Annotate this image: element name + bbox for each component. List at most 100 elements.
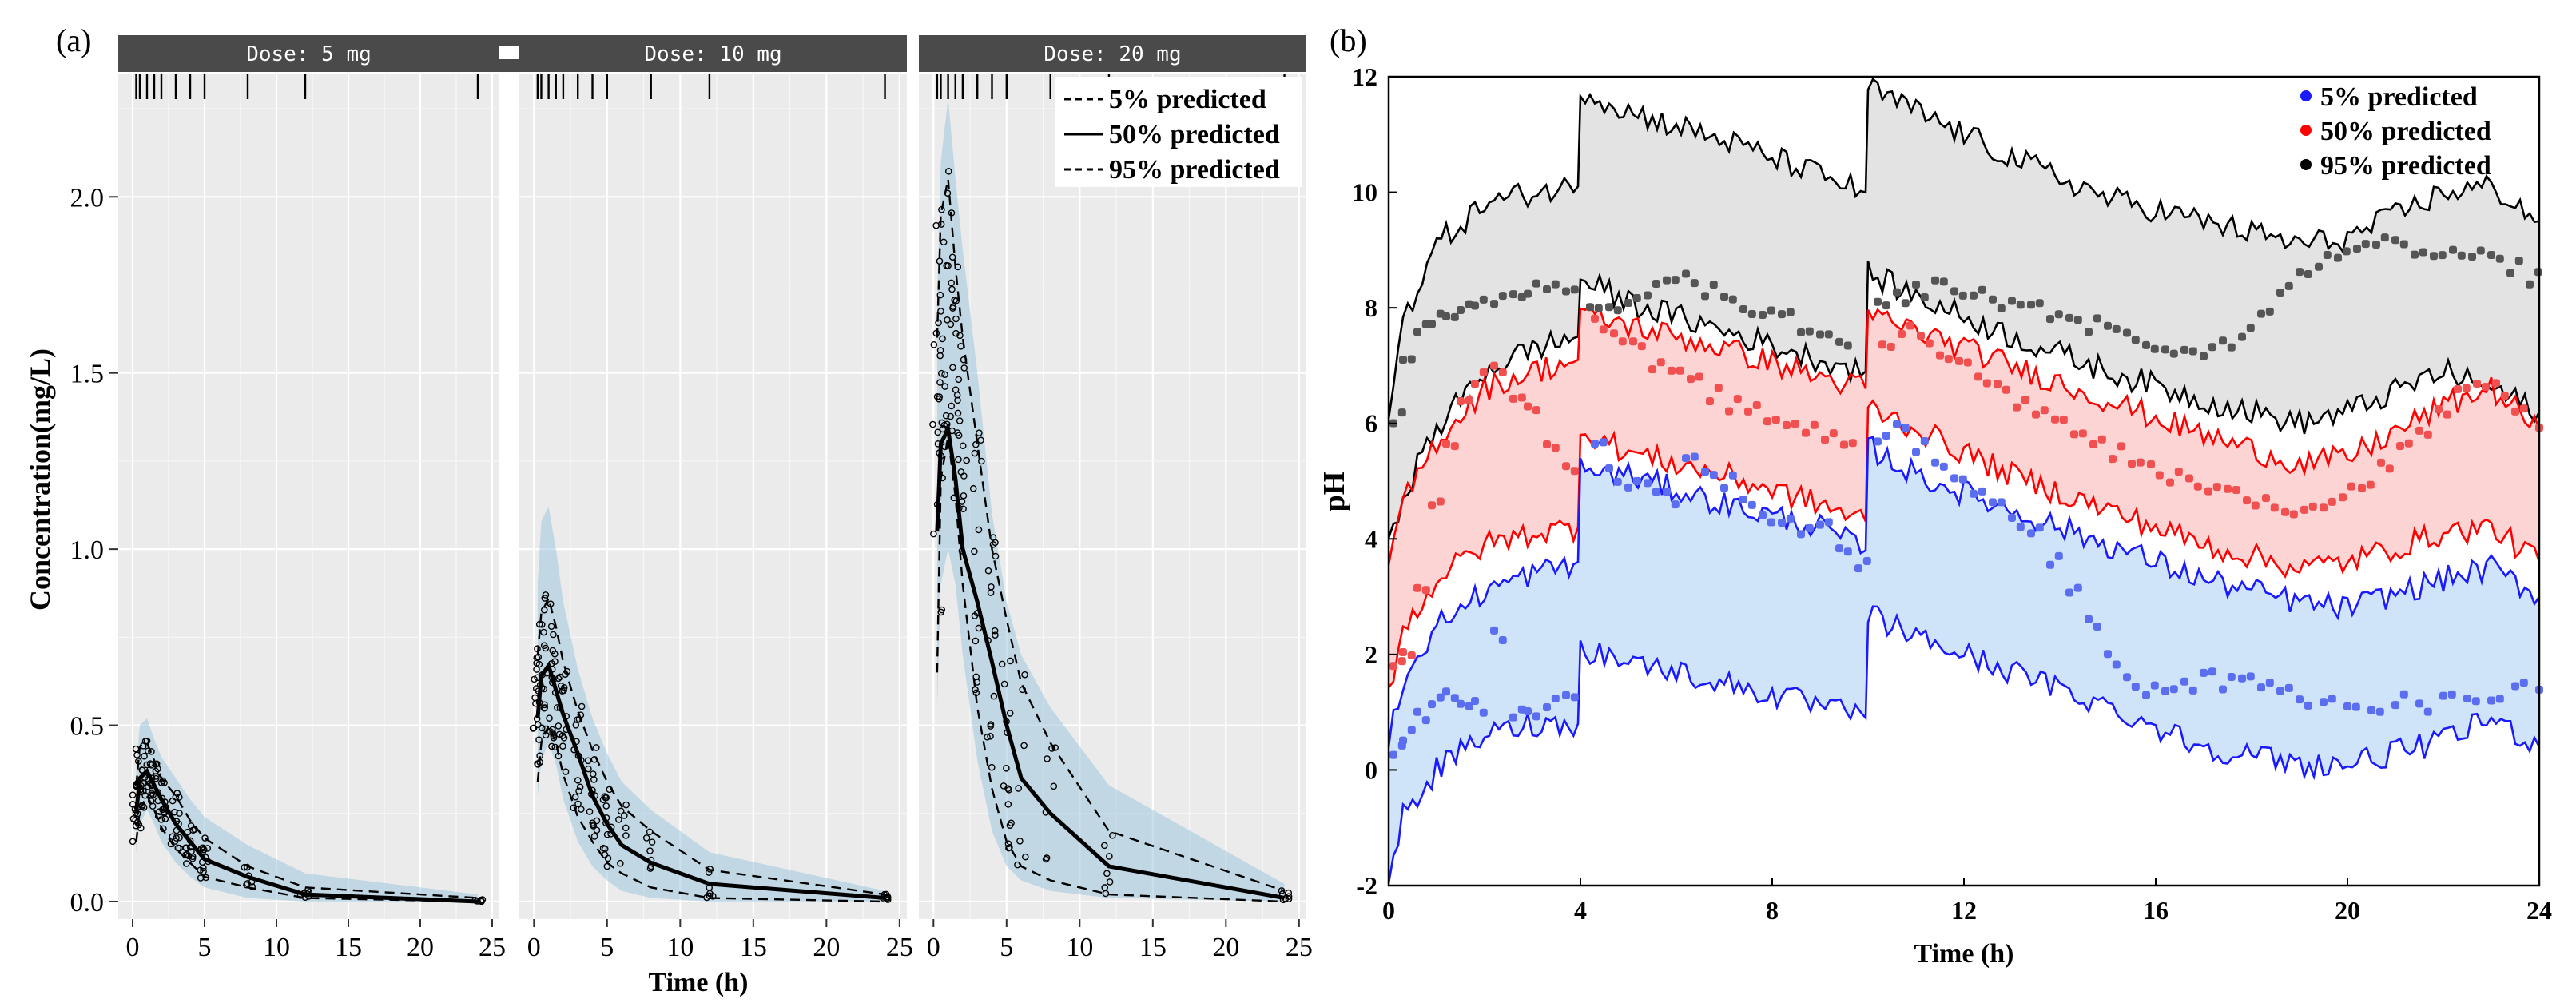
p50-line xyxy=(134,767,479,904)
observed-point-1 xyxy=(2257,683,2265,692)
observed-point-2 xyxy=(1763,417,1771,426)
observed-point-2 xyxy=(1471,380,1479,388)
observed-point xyxy=(992,539,999,547)
legend-label: 50% predicted xyxy=(1109,120,1280,149)
observed-point-3 xyxy=(2035,299,2044,308)
observed-point xyxy=(540,628,547,636)
observed-point xyxy=(578,702,586,710)
legend-label: 5% predicted xyxy=(1109,85,1266,114)
observed-point-1 xyxy=(1824,518,1833,527)
observed-point xyxy=(149,791,157,798)
x-tick-label: 5 xyxy=(1000,933,1013,962)
observed-point-1 xyxy=(1701,468,1709,476)
observed-point-2 xyxy=(1610,329,1618,338)
observed-point-2 xyxy=(1450,442,1459,451)
pi-band-2 xyxy=(1389,304,2539,688)
observed-point-1 xyxy=(2320,698,2328,706)
x-tick-label: 5 xyxy=(600,933,614,962)
observed-point xyxy=(1004,801,1012,808)
observed-point xyxy=(642,834,650,842)
observed-point-1 xyxy=(2188,686,2197,695)
observed-point-1 xyxy=(2161,687,2169,695)
observed-point-3 xyxy=(1457,305,1465,314)
panel-a-x-axis-title: Time (h) xyxy=(649,968,749,997)
observed-point-3 xyxy=(1663,276,1671,285)
observed-point xyxy=(952,329,960,337)
observed-point xyxy=(977,436,984,444)
observed-point xyxy=(541,701,548,709)
observed-point-3 xyxy=(2430,252,2438,261)
observed-point-2 xyxy=(1479,368,1488,376)
observed-point xyxy=(952,386,960,393)
observed-point-1 xyxy=(1490,626,1498,635)
observed-point xyxy=(1285,895,1293,902)
observed-point xyxy=(954,409,962,417)
observed-point-1 xyxy=(2487,696,2495,705)
observed-point-3 xyxy=(1728,295,1737,304)
observed-point xyxy=(934,428,941,436)
observed-point xyxy=(1050,782,1058,790)
x-tick-label: 15 xyxy=(1139,933,1167,962)
observed-point-1 xyxy=(2073,583,2082,592)
observed-point xyxy=(951,297,959,304)
observed-point-3 xyxy=(1498,292,1507,301)
y-tick-label: 1.5 xyxy=(70,360,105,389)
observed-point xyxy=(129,791,137,799)
observed-point-2 xyxy=(1886,343,1895,352)
observed-point xyxy=(940,238,948,246)
observed-point xyxy=(169,833,177,840)
observed-point-2 xyxy=(1532,406,1540,415)
observed-point-1 xyxy=(1442,687,1450,696)
observed-point-2 xyxy=(2339,493,2347,502)
observed-point-3 xyxy=(2161,345,2169,354)
facet-strip-label: Dose: 10 mg xyxy=(644,42,781,66)
observed-point-2 xyxy=(2021,396,2029,404)
observed-point-3 xyxy=(2284,281,2293,290)
observed-point-1 xyxy=(2391,701,2399,710)
observed-point-1 xyxy=(1882,432,1890,440)
observed-point xyxy=(617,807,625,815)
observed-point-3 xyxy=(1562,287,1570,296)
observed-point-3 xyxy=(2200,352,2208,360)
observed-point-1 xyxy=(1457,699,1465,708)
x-tick-label: 4 xyxy=(1574,896,1587,925)
observed-point xyxy=(939,335,946,343)
observed-point-3 xyxy=(2495,254,2504,263)
observed-point-1 xyxy=(1786,514,1795,523)
p95-line xyxy=(135,741,479,899)
observed-point-3 xyxy=(2304,269,2312,278)
observed-point xyxy=(978,457,985,465)
observed-point xyxy=(243,881,250,889)
observed-point xyxy=(622,824,630,832)
observed-point-3 xyxy=(1824,330,1833,339)
observed-point-3 xyxy=(2104,321,2112,330)
observed-point-1 xyxy=(1805,523,1814,532)
observed-point-3 xyxy=(1739,304,1747,313)
observed-point-1 xyxy=(2085,615,2093,623)
observed-point-2 xyxy=(1725,407,1733,416)
observed-point xyxy=(1103,870,1111,878)
observed-point-1 xyxy=(1767,518,1775,527)
x-tick-label: 8 xyxy=(1766,896,1779,925)
observed-point-3 xyxy=(2514,257,2523,265)
observed-point-3 xyxy=(2399,240,2408,249)
observed-point-2 xyxy=(1687,375,1695,384)
panel-a-y-ticks: 0.0 0.5 1.0 1.5 2.0 xyxy=(70,183,118,917)
observed-point-2 xyxy=(2511,407,2519,416)
observed-point-3 xyxy=(2315,262,2323,271)
observed-point-1 xyxy=(2439,691,2447,700)
observed-point xyxy=(646,865,654,872)
observed-point-2 xyxy=(1570,467,1579,476)
observed-point-1 xyxy=(2016,523,2025,531)
observed-point-1 xyxy=(2471,697,2480,706)
observed-point-1 xyxy=(1682,454,1690,463)
observed-point-3 xyxy=(2065,313,2073,322)
observed-point-3 xyxy=(1920,293,1929,301)
observed-point xyxy=(648,838,656,846)
observed-point-2 xyxy=(2204,487,2212,496)
observed-point-2 xyxy=(2136,458,2145,467)
observed-point-1 xyxy=(1720,484,1728,492)
observed-point-1 xyxy=(2265,679,2274,687)
observed-point xyxy=(941,383,948,390)
observed-point xyxy=(971,449,979,457)
